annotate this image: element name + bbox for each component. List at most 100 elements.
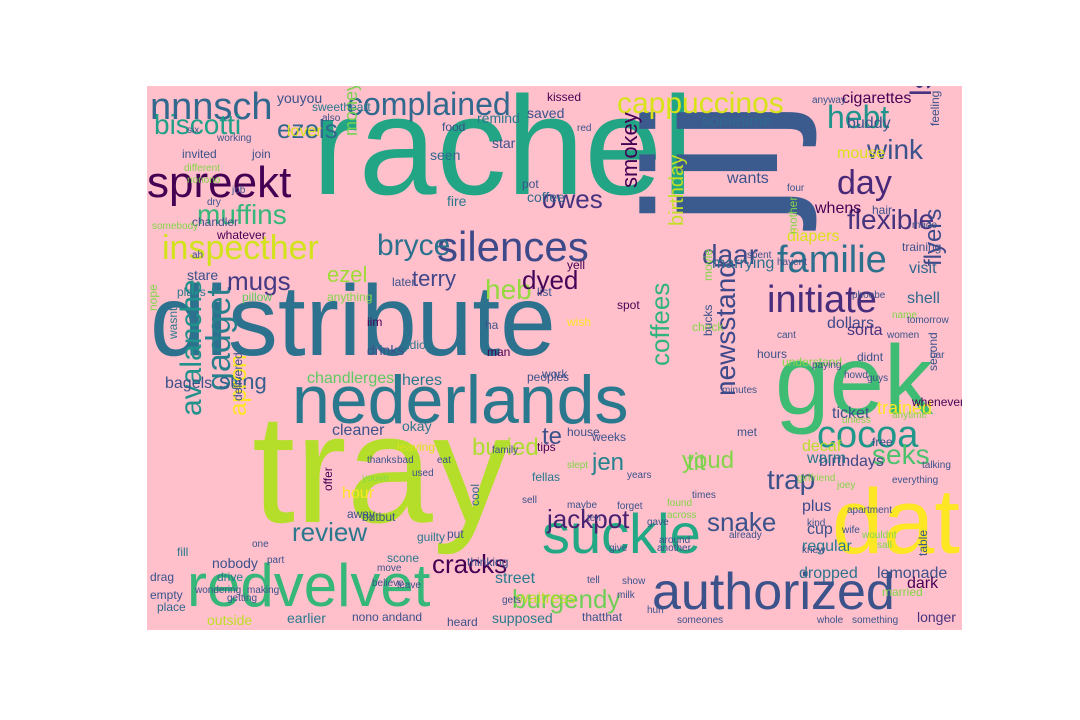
cloud-word: anyway	[812, 95, 846, 106]
cloud-word: silences	[437, 223, 589, 270]
cloud-word: weeks	[592, 430, 627, 444]
cloud-word: fellas	[532, 470, 561, 484]
cloud-word: also	[322, 113, 341, 124]
cloud-word: spreekt	[147, 158, 292, 207]
cloud-word: trap	[767, 464, 816, 495]
cloud-word: table	[916, 529, 930, 556]
cloud-word: dropped	[799, 565, 858, 582]
cloud-word: hair	[872, 203, 893, 217]
cloud-word: anytime	[892, 410, 928, 421]
cloud-word: around	[659, 535, 691, 546]
cloud-word: bryce	[377, 229, 451, 262]
cloud-word: anything	[327, 290, 373, 304]
cloud-word: lemonade	[877, 565, 948, 582]
cloud-word: sometime	[702, 113, 772, 130]
cloud-word: ah	[192, 250, 204, 261]
cloud-word: gave	[647, 517, 669, 528]
cloud-word: pot	[522, 177, 539, 191]
cloud-word: butbut	[362, 510, 396, 524]
cloud-word: different	[184, 163, 220, 174]
cloud-word: bad	[397, 455, 414, 466]
cloud-word: red	[577, 123, 592, 134]
cloud-word: place	[157, 600, 186, 614]
cloud-word: hours	[757, 347, 788, 361]
cloud-word: okay	[402, 418, 432, 434]
cloud-word: authorized	[652, 563, 895, 621]
cloud-word: sall	[877, 540, 893, 551]
cloud-word: eat	[437, 455, 451, 466]
cloud-word: nonono	[187, 175, 221, 186]
cloud-word: sell	[522, 495, 538, 506]
cloud-word: cool	[468, 483, 482, 506]
cloud-word: tray	[252, 382, 511, 555]
cloud-word: stare	[187, 267, 219, 283]
cloud-word: gek	[775, 325, 934, 435]
cloud-word: something	[852, 615, 899, 626]
cloud-word: iim	[367, 315, 383, 329]
cloud-word: slept	[567, 460, 589, 471]
cloud-word: nope	[147, 284, 160, 311]
cloud-word: bar	[930, 350, 945, 361]
cloud-word: delivered	[231, 352, 245, 401]
cloud-word: six	[187, 125, 200, 136]
cloud-word: getting	[227, 593, 258, 604]
cloud-word: spent	[747, 250, 772, 261]
cloud-word: whatever	[217, 228, 266, 242]
cloud-word: drinks	[367, 342, 405, 358]
cloud-word: whole	[817, 615, 844, 626]
cloud-word: plus	[802, 498, 832, 515]
cloud-word: free	[872, 435, 893, 449]
cloud-word: youve	[362, 473, 389, 484]
cloud-word: thatthat	[582, 610, 623, 624]
cloud-word: later	[392, 275, 416, 289]
cloud-word: trained	[877, 398, 933, 418]
cloud-word: believe	[372, 578, 404, 589]
cloud-word: jen	[592, 449, 625, 476]
cloud-word: lover	[287, 123, 322, 140]
cloud-word: rachel	[312, 86, 694, 224]
cloud-word: whens	[815, 200, 862, 217]
cloud-word: suckle	[542, 502, 701, 565]
cloud-word: tomorrow	[907, 315, 949, 326]
cloud-word: sung	[219, 369, 267, 394]
cloud-word: jackpot	[547, 504, 630, 534]
cloud-word: wish	[567, 315, 592, 329]
cloud-word: ezels	[277, 114, 338, 144]
cloud-word: cant	[777, 330, 796, 341]
cloud-word: idiot	[407, 338, 430, 352]
cloud-word: ticket	[832, 405, 870, 422]
cloud-word: andand	[382, 610, 423, 624]
cloud-word: guilty	[417, 530, 446, 544]
cloud-word: snake	[707, 507, 777, 537]
cloud-word: move	[377, 563, 402, 574]
cloud-word: understand	[782, 355, 843, 369]
cloud-word: youyou	[277, 90, 323, 106]
cloud-word: mugs	[227, 266, 291, 296]
cloud-word: thinking	[467, 555, 509, 569]
cloud-word: ezel	[327, 262, 368, 287]
cloud-word: check	[692, 320, 724, 334]
cloud-word: movie	[701, 248, 715, 281]
cloud-word: invited	[182, 147, 217, 161]
cloud-word: wouldnt	[862, 530, 897, 541]
cloud-word: cocoa	[817, 414, 919, 456]
cloud-word: maybe	[567, 500, 598, 511]
cloud-word: cracks	[432, 549, 508, 579]
cloud-word: didnt	[857, 350, 884, 364]
cloud-word: havent	[777, 257, 808, 268]
cloud-word: tell	[587, 575, 600, 586]
cloud-word: cappuccinos	[617, 87, 784, 120]
cloud-word: found	[667, 498, 693, 509]
cloud-word: kissed	[547, 90, 582, 104]
cloud-word: flyers	[920, 208, 947, 266]
cloud-word: heb	[485, 274, 532, 305]
cloud-word: someones	[677, 615, 724, 626]
cloud-word: used	[412, 468, 434, 479]
cloud-word: wife	[842, 525, 860, 536]
cloud-word: hour	[342, 485, 375, 502]
cloud-word: man	[487, 345, 511, 359]
cloud-word: list	[537, 285, 552, 299]
cloud-word: milk	[617, 590, 635, 601]
cloud-word: marrying	[712, 255, 775, 272]
cloud-word: shell	[907, 290, 940, 307]
